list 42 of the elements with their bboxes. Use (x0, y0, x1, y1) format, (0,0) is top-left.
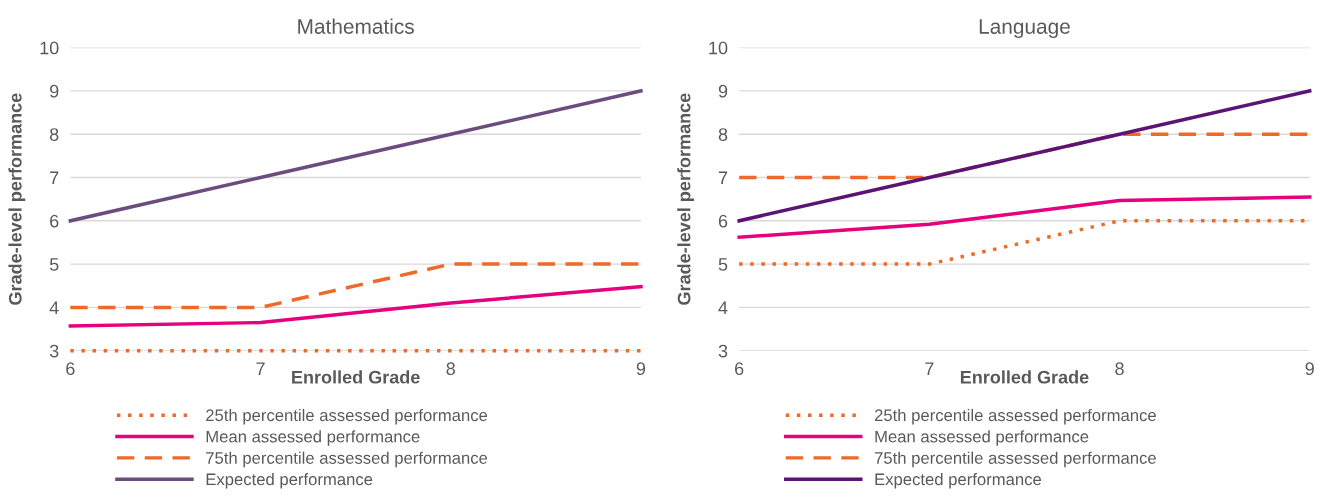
y-tick-label: 3 (49, 344, 59, 358)
y-tick-label: 5 (49, 258, 59, 271)
y-axis-title: Grade-level performance (677, 93, 695, 305)
legend-label: Mean assessed performance (206, 430, 420, 446)
x-tick-label: 7 (256, 362, 265, 375)
x-axis-title: Enrolled Grade (292, 370, 420, 384)
x-tick-label: 8 (446, 362, 455, 376)
y-tick-label: 4 (718, 301, 728, 314)
legend-label: 25th percentile assessed performance (206, 408, 488, 425)
y-tick-label: 5 (718, 258, 728, 271)
y-tick-label: 6 (718, 214, 728, 228)
line-series (737, 89, 1312, 223)
y-tick-label: 9 (718, 84, 728, 98)
y-tick-label: 10 (709, 41, 728, 55)
line-series (68, 89, 643, 223)
legend-label: 75th percentile assessed performance (206, 451, 488, 468)
y-tick-label: 8 (49, 128, 59, 141)
y-tick-label: 7 (718, 171, 728, 185)
y-tick-label: 9 (50, 84, 59, 98)
y-tick-label: 4 (49, 301, 59, 314)
legend-label: 25th percentile assessed performance (874, 408, 1156, 425)
x-tick-label: 7 (925, 362, 934, 375)
y-tick-label: 6 (50, 214, 59, 228)
line-series (68, 284, 643, 328)
y-tick-label: 10 (40, 41, 59, 55)
chart-title: Mathematics (298, 18, 414, 34)
x-axis-title: Enrolled Grade (960, 370, 1089, 384)
legend-label: 75th percentile assessed performance (874, 451, 1156, 468)
y-tick-label: 7 (50, 171, 59, 185)
x-tick-label: 6 (66, 362, 75, 376)
line-series (737, 195, 1312, 239)
legend-label: Expected performance (875, 473, 1042, 489)
legend-label: Expected performance (206, 473, 373, 489)
chart-title: Language (979, 19, 1070, 39)
x-tick-label: 9 (636, 362, 646, 376)
y-tick-label: 8 (718, 128, 728, 141)
y-axis-title: Grade-level performance (8, 93, 26, 305)
legend-label: Mean assessed performance (875, 430, 1089, 446)
x-tick-label: 6 (735, 362, 744, 376)
x-tick-label: 9 (1305, 362, 1314, 376)
y-tick-label: 3 (718, 344, 728, 358)
x-tick-label: 8 (1115, 362, 1124, 376)
